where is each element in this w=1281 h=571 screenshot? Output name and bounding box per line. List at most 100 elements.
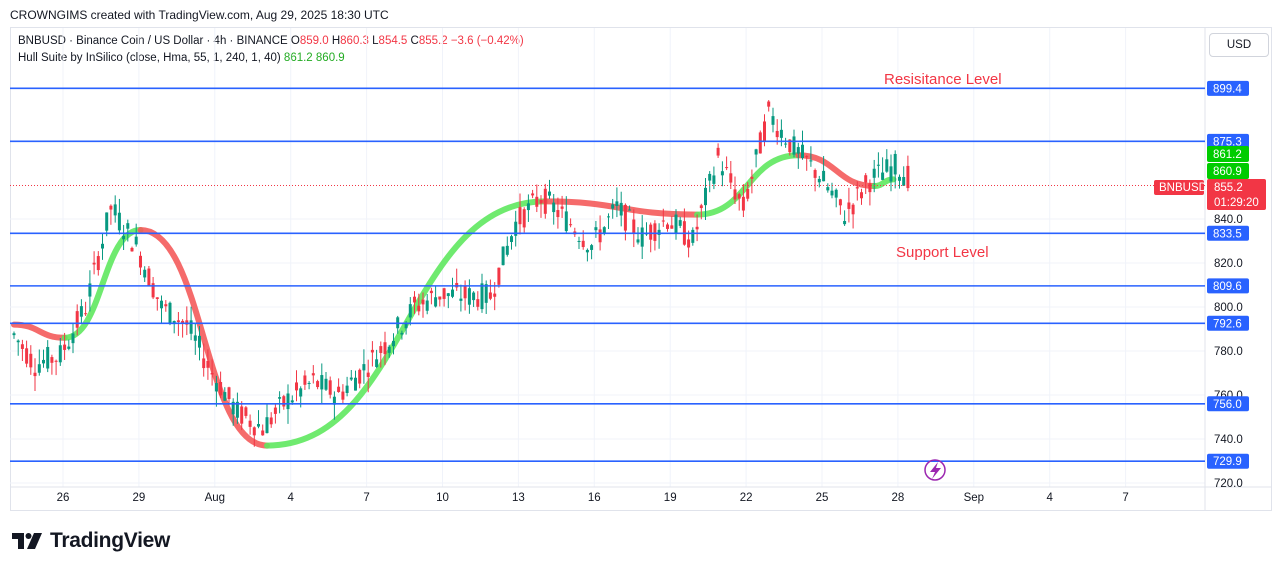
candle-body	[623, 204, 627, 231]
candle	[817, 175, 821, 188]
candle	[459, 284, 463, 312]
candle	[307, 381, 311, 390]
tradingview-logo-icon	[12, 533, 42, 549]
candle	[400, 330, 404, 340]
time-axis-tick-label: 25	[816, 492, 829, 504]
candle	[640, 215, 644, 259]
candle	[653, 220, 657, 251]
candle-body	[16, 340, 20, 343]
candle	[349, 369, 353, 381]
candle-body	[345, 385, 349, 393]
candle	[497, 267, 501, 288]
candle	[248, 414, 252, 435]
candle-body	[71, 333, 75, 344]
candle-body	[358, 369, 362, 384]
candle-body	[282, 396, 286, 407]
candle-body	[678, 220, 682, 226]
candle-body	[864, 175, 868, 183]
support-annotation: Support Level	[896, 244, 989, 261]
candle-body	[202, 358, 206, 369]
candle	[712, 166, 716, 190]
candle	[265, 404, 269, 434]
candle	[552, 194, 556, 225]
chart-attribution: CROWNGIMS created with TradingView.com, …	[10, 8, 389, 22]
candle-body	[826, 187, 830, 191]
candle	[851, 203, 855, 229]
candle	[181, 319, 185, 338]
level-tag-label: 833.5	[1213, 228, 1242, 240]
candle	[691, 227, 695, 246]
candle-body	[539, 199, 543, 204]
time-axis-tick-label: Sep	[964, 492, 984, 504]
time-axis-tick-label: 28	[892, 492, 905, 504]
candle	[46, 340, 50, 373]
candle	[564, 196, 568, 233]
candle-body	[316, 381, 320, 388]
level-tag-label: 792.6	[1213, 318, 1242, 330]
candle-body	[307, 382, 311, 384]
candle	[881, 157, 885, 181]
candle-body	[725, 167, 729, 169]
close-label: C	[410, 35, 419, 47]
candle-body	[796, 147, 800, 154]
candle-body	[543, 188, 547, 214]
candle	[295, 370, 298, 402]
candle-body	[198, 335, 201, 348]
candle-body	[898, 176, 901, 181]
symbol-legend[interactable]: BNBUSD · Binance Coin / US Dollar · 4h ·…	[18, 35, 524, 47]
candle-body	[176, 320, 180, 322]
candle-body	[779, 129, 783, 138]
candle-body	[488, 292, 492, 299]
candle-body	[476, 299, 480, 307]
candle	[472, 291, 476, 307]
candle	[569, 218, 573, 228]
currency-button[interactable]: USD	[1209, 33, 1269, 57]
candle-body	[109, 205, 113, 210]
time-axis-tick-label: 4	[1046, 492, 1053, 504]
candle	[737, 192, 741, 211]
candle	[480, 273, 484, 313]
candle	[12, 331, 16, 339]
candle-body	[273, 407, 277, 414]
candle	[661, 208, 665, 227]
price-axis-tick-label: 840.0	[1214, 214, 1243, 226]
candle-body	[92, 262, 96, 265]
candle-body	[459, 298, 463, 301]
chart-grid	[10, 28, 1272, 511]
candle	[122, 224, 126, 251]
candle-body	[704, 187, 707, 206]
price-axis-tick-label: 800.0	[1214, 302, 1243, 314]
candle-body	[168, 302, 172, 325]
candle	[139, 251, 142, 276]
candle	[704, 178, 707, 221]
candle	[126, 219, 130, 242]
candle-body	[320, 375, 324, 390]
candle-body	[101, 243, 104, 249]
candle-body	[303, 375, 307, 385]
candle-body	[750, 176, 754, 179]
lightning-icon[interactable]	[924, 459, 946, 481]
candle-body	[712, 175, 716, 184]
candle	[860, 188, 863, 205]
candle	[210, 359, 214, 386]
candle	[358, 368, 362, 389]
level-tag-label: 899.4	[1213, 83, 1242, 95]
candle	[585, 248, 589, 262]
candle-body	[434, 297, 438, 307]
candle-body	[12, 333, 16, 336]
candle	[822, 156, 826, 182]
candle-body	[67, 346, 71, 349]
candle	[320, 363, 324, 404]
candle-body	[720, 171, 724, 176]
candle	[801, 130, 804, 160]
candle-body	[510, 236, 513, 243]
candle-body	[164, 304, 168, 307]
candle-body	[556, 210, 560, 218]
time-axis-tick-label: 13	[512, 492, 525, 504]
candle-body	[653, 223, 657, 241]
candle	[316, 379, 320, 390]
candle	[79, 299, 83, 324]
candle	[847, 187, 851, 223]
time-axis-tick-label: 26	[57, 492, 70, 504]
